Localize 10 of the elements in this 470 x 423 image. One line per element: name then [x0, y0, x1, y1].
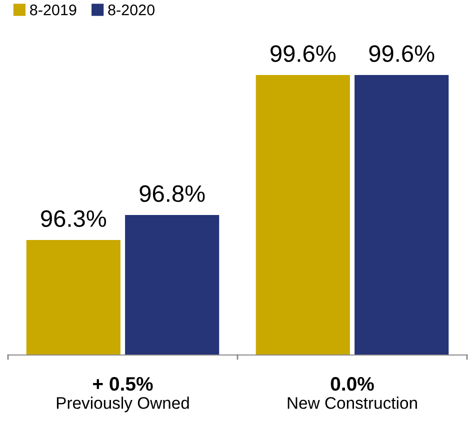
text: + 0.5% [93, 377, 153, 391]
data-label: 96.8% [140, 185, 205, 202]
x-tick-label: New Construction [288, 396, 417, 409]
legend-label: 8-2019 [30, 4, 76, 16]
legend-label: 8-2020 [108, 4, 154, 16]
data-label: 99.6% [270, 45, 336, 62]
text: 0.0% [330, 377, 374, 391]
x-tick-label: Previously Owned [56, 396, 189, 412]
data-label: 96.3% [41, 210, 106, 227]
data-label: 99.6% [369, 45, 434, 62]
